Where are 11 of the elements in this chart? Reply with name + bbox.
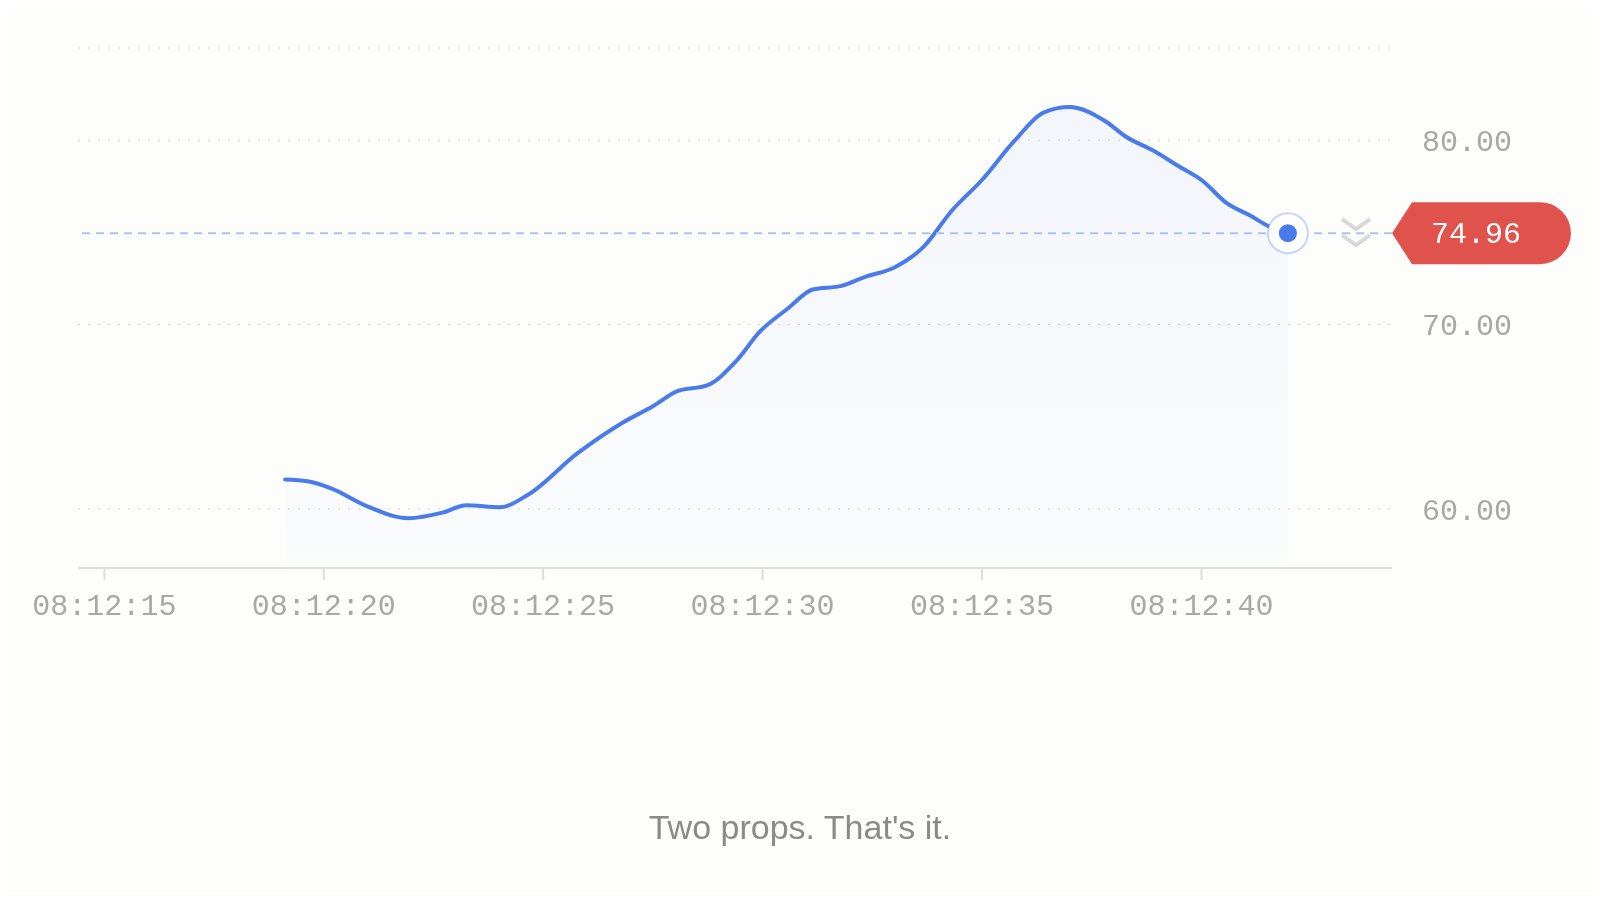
x-tick-label: 08:12:35 [910,590,1055,625]
x-tick-label: 08:12:15 [32,590,177,625]
y-tick-label: 70.00 [1422,310,1513,345]
x-tick-label: 08:12:20 [251,590,396,625]
y-tick-label: 60.00 [1422,494,1513,529]
y-tick-label: 80.00 [1422,125,1513,160]
x-tick-label: 08:12:25 [471,590,616,625]
ref-line-label: 74.96 [1430,218,1522,253]
text: Two props. That's it. [647,808,953,847]
x-tick-label: 08:12:40 [1129,590,1274,625]
x-tick-label: 08:12:30 [690,590,835,625]
